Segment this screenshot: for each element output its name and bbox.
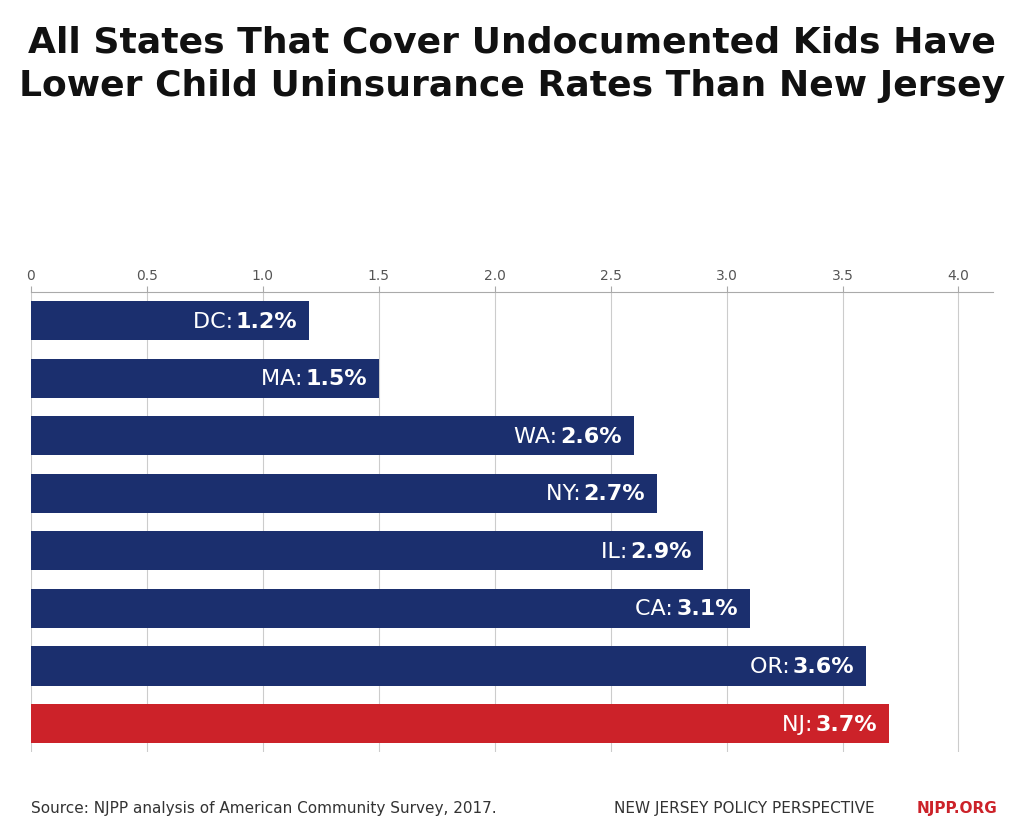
Text: 2.9%: 2.9% <box>630 541 692 561</box>
Text: NY:: NY: <box>546 484 588 504</box>
Text: 1.5%: 1.5% <box>305 369 367 389</box>
Text: 3.7%: 3.7% <box>816 714 878 734</box>
Bar <box>31 532 703 571</box>
Text: MA:: MA: <box>261 369 309 389</box>
Text: NJ:: NJ: <box>782 714 819 734</box>
Text: NEW JERSEY POLICY PERSPECTIVE: NEW JERSEY POLICY PERSPECTIVE <box>614 800 876 815</box>
Bar <box>31 704 889 743</box>
Text: Source: NJPP analysis of American Community Survey, 2017.: Source: NJPP analysis of American Commun… <box>31 800 497 815</box>
Text: All States That Cover Undocumented Kids Have
Lower Child Uninsurance Rates Than : All States That Cover Undocumented Kids … <box>18 25 1006 103</box>
Text: CA:: CA: <box>636 599 681 619</box>
Text: 2.6%: 2.6% <box>560 426 623 446</box>
Text: 2.7%: 2.7% <box>584 484 645 504</box>
Bar <box>31 474 657 513</box>
Text: 3.1%: 3.1% <box>677 599 738 619</box>
Text: DC:: DC: <box>193 311 240 331</box>
Bar <box>31 359 379 398</box>
Text: OR:: OR: <box>750 656 797 676</box>
Text: 3.6%: 3.6% <box>793 656 854 676</box>
Text: 1.2%: 1.2% <box>236 311 297 331</box>
Text: WA:: WA: <box>514 426 564 446</box>
Bar <box>31 302 309 341</box>
Text: NJPP.ORG: NJPP.ORG <box>916 800 997 815</box>
Bar <box>31 647 865 686</box>
Bar <box>31 417 634 456</box>
Text: IL:: IL: <box>601 541 634 561</box>
Bar <box>31 589 750 629</box>
